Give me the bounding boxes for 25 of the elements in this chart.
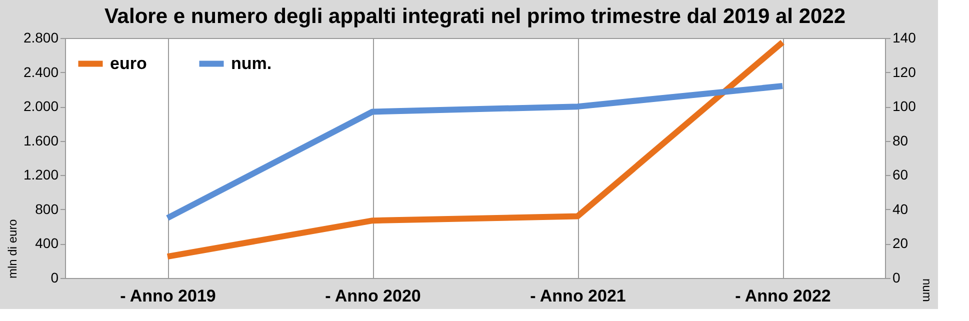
x-tick-label: - Anno 2021: [530, 286, 626, 306]
y2-tick-label: 100: [892, 98, 916, 114]
y2-tick-label: 20: [892, 235, 908, 252]
y-tick-label: 2.000: [23, 98, 59, 114]
y-tick-label: 0: [50, 270, 59, 286]
y2-tick-label: 60: [892, 166, 908, 183]
x-tick-label: - Anno 2022: [735, 286, 831, 306]
y2-tick-label: 0: [892, 270, 900, 286]
x-tick-label: - Anno 2020: [325, 286, 421, 306]
y2-tick-label: 120: [892, 64, 916, 80]
chart-title: Valore e numero degli appalti integrati nel primo trimestre dal 2019 al 2022: [104, 5, 846, 28]
y-tick-label: 400: [35, 235, 59, 252]
y-tick-label: 800: [35, 200, 59, 217]
y-axis-title: mln di euro: [5, 218, 20, 278]
y2-axis-title: num: [920, 278, 934, 302]
legend-label: num.: [231, 54, 272, 73]
y2-tick-label: 40: [892, 200, 908, 217]
y2-tick-label: 80: [892, 132, 908, 148]
y2-tick-label: 140: [892, 30, 916, 46]
y-tick-label: 1.200: [23, 166, 59, 183]
x-tick-label: - Anno 2019: [120, 286, 216, 306]
legend-label: euro: [110, 54, 147, 73]
y-tick-label: 2.800: [23, 30, 59, 46]
y-tick-label: 2.400: [23, 64, 59, 80]
y-tick-label: 1.600: [23, 132, 59, 148]
